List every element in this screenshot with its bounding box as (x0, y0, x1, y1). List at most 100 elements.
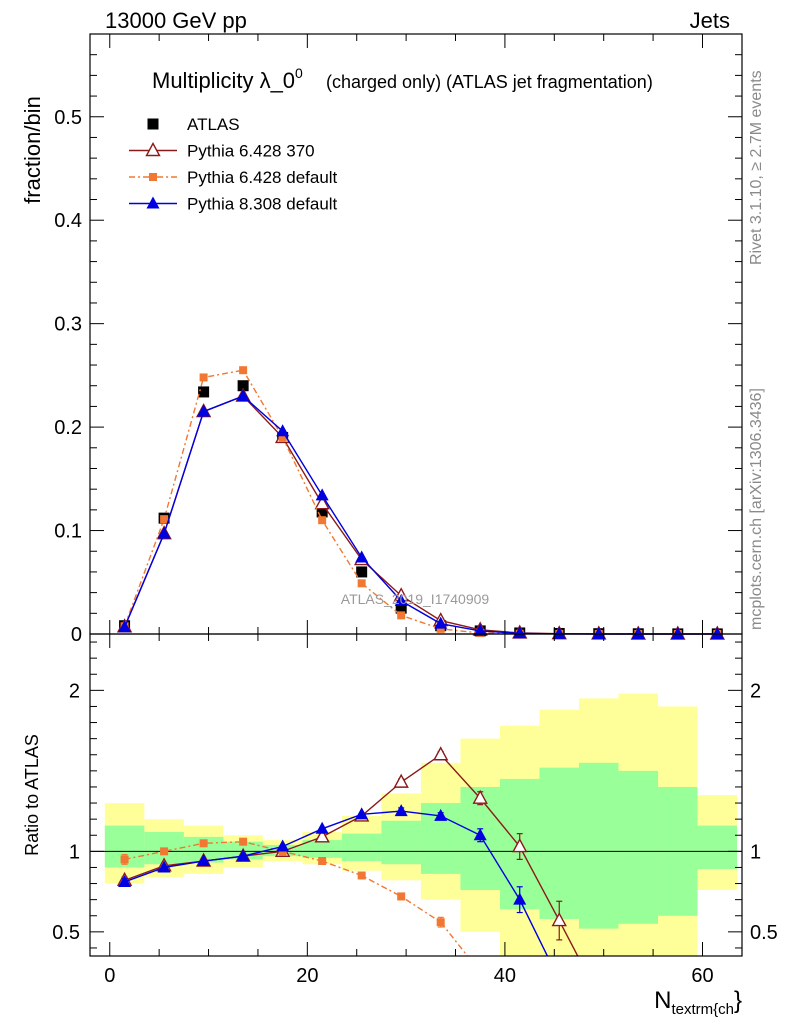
ratio-data-point (357, 871, 366, 880)
ratio-data-point (276, 839, 290, 852)
ratio-data-point (314, 828, 330, 843)
ratio-data-point (118, 874, 132, 887)
ratio-data-point (473, 828, 487, 841)
main-data-point (434, 616, 448, 629)
main-data-point (395, 602, 407, 614)
main-data-point (236, 389, 250, 402)
ratio-band-inner (579, 762, 619, 929)
main-data-point (473, 623, 487, 636)
ratio-series-line (124, 810, 549, 956)
ratio-data-point (436, 918, 445, 927)
ratio-data-point (236, 849, 250, 862)
main-data-point (631, 627, 645, 639)
ratio-y-tick-label: 0.5 (52, 922, 80, 944)
ratio-y-ticks: 0.5 0.5 1 1 2 2 (52, 641, 778, 949)
ratio-y-tick-label: 2 (69, 680, 80, 702)
main-data-point (199, 373, 208, 382)
main-data-point (552, 626, 566, 639)
main-y-tick-label: 0.2 (54, 417, 82, 439)
ratio-y-tick-label: 1 (69, 841, 80, 863)
main-x-ticks (109, 34, 703, 634)
ratio-y-tick-label-right: 0.5 (750, 922, 778, 944)
main-data-point (160, 515, 169, 524)
main-panel: 0 0.1 0.2 0.3 0.4 0.5 fraction/bin Multiplici… (20, 33, 743, 646)
ratio-data-point (512, 838, 528, 853)
main-y-tick-label: 0.5 (54, 107, 82, 129)
ratio-data-point (199, 839, 208, 848)
legend-label: Pythia 8.308 default (187, 195, 338, 214)
main-title-superscript: 0 (295, 65, 303, 81)
ratio-panel: 0.5 0.5 1 1 2 2 0 20 40 60 Ratio to ATLAS Ntextr… (22, 633, 778, 1018)
main-data-point (276, 424, 290, 437)
main-data-point (592, 627, 606, 639)
x-tick-label: 0 (104, 965, 115, 987)
ratio-uncertainty-bands (104, 693, 738, 956)
main-data-point (355, 550, 369, 563)
ratio-plot-content (116, 746, 579, 956)
main-data-point (318, 516, 327, 525)
x-axis-title-main: N (654, 987, 671, 1014)
ratio-band-inner (341, 833, 382, 862)
ratio-data-point (160, 847, 169, 856)
main-data-point (356, 566, 368, 578)
legend-label: ATLAS (187, 115, 240, 134)
main-y-axis-title: fraction/bin (20, 96, 45, 204)
x-tick-label: 40 (494, 965, 516, 987)
x-tick-label: 20 (296, 965, 318, 987)
x-axis-title: Ntextrm{ch} (654, 987, 742, 1018)
legend: ATLAS Pythia 6.428 370 Pythia 6.428 defaul… (129, 115, 338, 214)
main-data-point (394, 593, 408, 606)
ratio-data-point (394, 804, 408, 817)
x-tick-label: 60 (691, 965, 713, 987)
ratio-data-point (434, 808, 448, 821)
ratio-data-point (318, 857, 327, 866)
ratio-data-point (157, 860, 171, 873)
main-data-point (397, 611, 406, 620)
main-data-point (197, 404, 211, 417)
ratio-y-axis-title: Ratio to ATLAS (22, 734, 42, 856)
ratio-data-point (393, 773, 409, 788)
main-data-point (314, 495, 330, 510)
ratio-y-tick-label-right: 1 (750, 841, 761, 863)
rivet-label: Rivet 3.1.10, ≥ 2.7M events (748, 70, 765, 265)
header-left: 13000 GeV pp (105, 8, 247, 33)
ratio-data-point (472, 789, 488, 804)
main-data-point (278, 433, 287, 442)
main-data-point (198, 386, 210, 398)
ratio-series-2 (118, 804, 549, 956)
main-title-tail: (charged only) (ATLAS jet fragmentation) (326, 72, 653, 92)
main-data-point (315, 488, 329, 501)
ratio-data-point (120, 855, 129, 864)
main-y-tick-label: 0.3 (54, 314, 82, 336)
legend-label: Pythia 6.428 370 (187, 142, 315, 161)
header-right: Jets (690, 8, 730, 33)
ratio-y-tick-label-right: 2 (750, 680, 761, 702)
main-data-point (157, 526, 171, 539)
ratio-data-point (197, 854, 211, 867)
ratio-data-point (513, 892, 527, 905)
legend-marker (147, 118, 159, 130)
x-axis-title-subscript: textrm{ch (671, 1001, 734, 1018)
x-axis-title-tail: } (734, 987, 742, 1014)
mcplots-label: mcplots.cern.ch [arXiv:1306.3436] (748, 388, 765, 630)
main-data-point (239, 366, 248, 375)
main-y-tick-label: 0.4 (54, 210, 82, 232)
main-data-point (316, 506, 328, 518)
main-data-point (710, 627, 724, 639)
ratio-panel-frame (89, 633, 743, 957)
ratio-x-ticks: 0 20 40 60 (104, 634, 714, 987)
ratio-data-point (433, 746, 449, 761)
main-title-text: Multiplicity λ_0 (152, 68, 295, 93)
main-y-ticks: 0 0.1 0.2 0.3 0.4 0.5 (54, 54, 742, 646)
main-data-point (118, 620, 132, 633)
ratio-data-point (355, 807, 369, 820)
ratio-data-point (315, 821, 329, 834)
main-data-point (237, 380, 249, 392)
ratio-data-point (239, 837, 248, 846)
legend-marker (149, 173, 157, 181)
ratio-band-inner (539, 767, 579, 919)
ratio-band-inner (302, 840, 342, 858)
ratio-data-point (551, 912, 567, 927)
main-data-point (671, 627, 685, 639)
